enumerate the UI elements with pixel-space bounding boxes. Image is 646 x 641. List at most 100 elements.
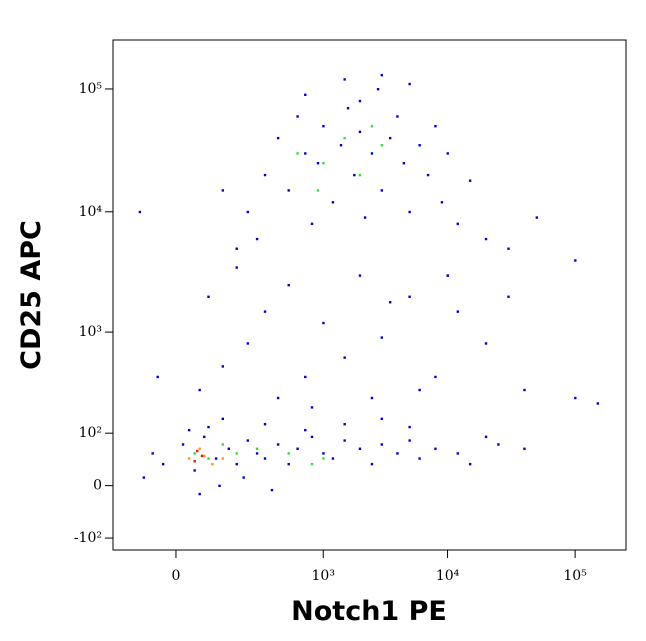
dot (358, 274, 362, 277)
dot (388, 301, 392, 304)
dot (207, 425, 210, 429)
dot (484, 342, 488, 345)
dot (484, 435, 488, 439)
dot (358, 447, 362, 450)
dot (331, 457, 335, 460)
dot (198, 447, 201, 450)
dot (276, 443, 280, 446)
dot (214, 457, 218, 460)
dot (246, 342, 250, 345)
dot (193, 469, 196, 472)
dot (596, 402, 600, 405)
dot (198, 388, 201, 392)
dot (246, 210, 250, 214)
dot (322, 321, 325, 325)
dot (221, 443, 225, 446)
dot (358, 173, 362, 177)
dot (187, 428, 191, 432)
dot (468, 462, 472, 466)
dot (235, 452, 238, 455)
dot (343, 356, 346, 359)
dot (370, 396, 374, 400)
dot (346, 107, 350, 110)
dot (507, 295, 510, 298)
dot (380, 443, 384, 446)
dot (193, 460, 196, 463)
dot (343, 423, 346, 426)
dot (203, 454, 206, 458)
dot (221, 457, 225, 460)
dot (446, 152, 449, 155)
dot (221, 365, 225, 368)
dot (322, 161, 325, 165)
dot (211, 462, 214, 466)
dot (316, 161, 320, 165)
dot (376, 87, 380, 91)
dot (296, 152, 299, 155)
dot (535, 216, 539, 219)
dot (434, 447, 437, 450)
dot (440, 201, 444, 204)
dot (418, 388, 421, 392)
dot (523, 388, 526, 392)
dot (287, 462, 290, 466)
dot (304, 152, 307, 155)
dot (287, 283, 290, 287)
dot (263, 423, 267, 426)
dot (358, 130, 362, 134)
dot (310, 406, 314, 409)
dot (456, 452, 459, 455)
dot (221, 189, 225, 192)
dot (207, 295, 210, 298)
x-axis-title: Notch1 PE (291, 596, 447, 627)
dot (198, 492, 201, 496)
dot (151, 452, 154, 455)
dot (523, 447, 526, 450)
dot (396, 115, 399, 118)
dot (263, 173, 267, 177)
dot (343, 136, 346, 140)
dot (322, 124, 325, 128)
dot (574, 396, 577, 400)
dot (402, 161, 406, 165)
dot (316, 189, 320, 192)
dot (408, 210, 411, 214)
dot (270, 488, 274, 492)
dot (181, 443, 185, 446)
y-tick-label: 0 (93, 478, 102, 494)
dot (310, 462, 314, 466)
dot (235, 462, 238, 466)
dot (370, 124, 374, 128)
dot (255, 237, 259, 241)
dot (370, 462, 374, 466)
dot (296, 447, 299, 450)
dot (388, 136, 392, 140)
dot (418, 144, 421, 147)
dot (396, 452, 399, 455)
dot (310, 435, 314, 439)
dot (304, 93, 307, 96)
dot (227, 447, 231, 450)
dot (310, 222, 314, 226)
dot (363, 216, 367, 219)
dot (263, 457, 267, 460)
dot (484, 237, 488, 241)
dot (456, 222, 459, 226)
x-tick-label: 10³ (312, 568, 335, 584)
dot (507, 247, 510, 250)
dot (380, 73, 384, 77)
dot (221, 417, 225, 421)
dot (207, 457, 210, 460)
dot (193, 452, 196, 455)
x-tick-label: 10⁵ (563, 568, 587, 584)
dot (287, 452, 290, 455)
dot (408, 295, 411, 298)
dot (322, 452, 325, 455)
dot (497, 443, 500, 446)
dot (255, 447, 259, 450)
dot (343, 439, 346, 442)
dot (380, 189, 384, 192)
dot (242, 476, 245, 479)
dot (468, 179, 472, 182)
